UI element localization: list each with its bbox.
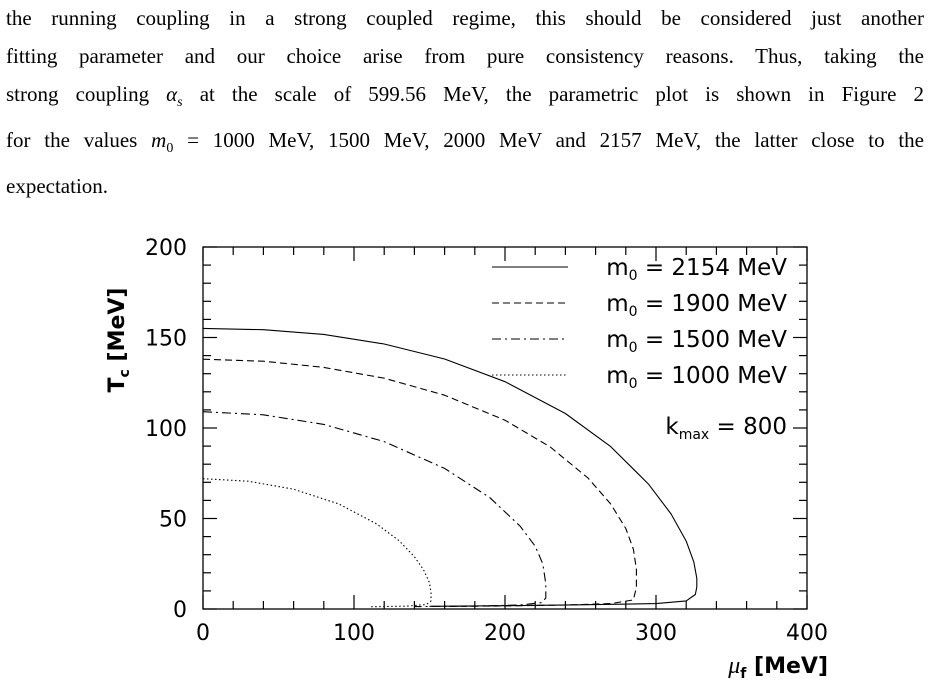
paragraph-line-2: fitting parameter and our choice arise f… [6, 43, 924, 68]
x-tick-label: 400 [786, 621, 828, 646]
alpha-s-symbol: αs [166, 81, 183, 110]
paragraph-line-3-end: at the scale of 599.56 MeV, the parametr… [182, 81, 924, 106]
x-tick-label: 0 [196, 621, 210, 646]
x-tick-label: 300 [635, 621, 677, 646]
series-line-3 [202, 411, 547, 608]
y-axis-label-t: T [105, 377, 130, 392]
y-tick-label: 200 [145, 236, 187, 261]
legend-label-4: m0 = 1000 MeV [606, 363, 787, 392]
y-axis-label: Tc [MeV] [105, 288, 133, 393]
figure-2: 0 100 200 300 400 0 50 100 150 200 m0 = 2154 MeV m… [0, 222, 930, 694]
paragraph-line-4-start: for the values [6, 127, 152, 152]
y-tick-label: 150 [145, 327, 187, 352]
series-lines [202, 327, 698, 608]
x-axis-label-mu: μ [727, 653, 740, 679]
y-tick-label: 100 [145, 417, 187, 442]
series-line-1 [202, 327, 698, 607]
y-axis-label-unit: [MeV] [105, 288, 130, 370]
legend-label-3: m0 = 1500 MeV [606, 327, 787, 356]
paragraph-line-4: for the values m0 = 1000 MeV, 1500 MeV, … [6, 122, 924, 168]
axis-tick-labels: 0 100 200 300 400 0 50 100 150 200 [145, 236, 828, 646]
paragraph-line-5: expectation. [6, 173, 109, 198]
series-line-4 [202, 478, 432, 608]
x-tick-label: 200 [484, 621, 526, 646]
x-axis-label-unit: [MeV] [746, 654, 828, 679]
y-axis-label-sub: c [117, 369, 133, 377]
y-tick-label: 50 [159, 508, 187, 533]
m0-symbol: m0 [151, 127, 174, 156]
k-max-annotation: kmax = 800 [665, 414, 787, 443]
x-axis-label: μf [MeV] [727, 653, 828, 682]
paragraph-line-3: strong coupling αs at the scale of 599.5… [6, 76, 924, 122]
x-tick-label: 100 [333, 621, 375, 646]
legend: m0 = 2154 MeV m0 = 1900 MeV m0 = 1500 MeV m… [492, 255, 787, 392]
paragraph-line-4-end: = 1000 MeV, 1500 MeV, 2000 MeV and 2157 … [173, 127, 924, 152]
legend-label-2: m0 = 1900 MeV [606, 291, 787, 320]
k-max-subscript: max [679, 427, 710, 443]
axis-ticks [202, 246, 808, 610]
series-line-2 [202, 358, 637, 608]
y-tick-label: 0 [173, 598, 187, 623]
x-axis-label-sub: f [740, 666, 747, 682]
body-paragraph: the running coupling in a strong coupled… [6, 0, 924, 205]
legend-label-1: m0 = 2154 MeV [606, 255, 787, 284]
paragraph-line-1: the running coupling in a strong coupled… [6, 6, 924, 30]
k-max-k: k [665, 414, 679, 440]
k-max-value: = 800 [709, 414, 787, 440]
paragraph-line-3-start: strong coupling [6, 81, 167, 106]
